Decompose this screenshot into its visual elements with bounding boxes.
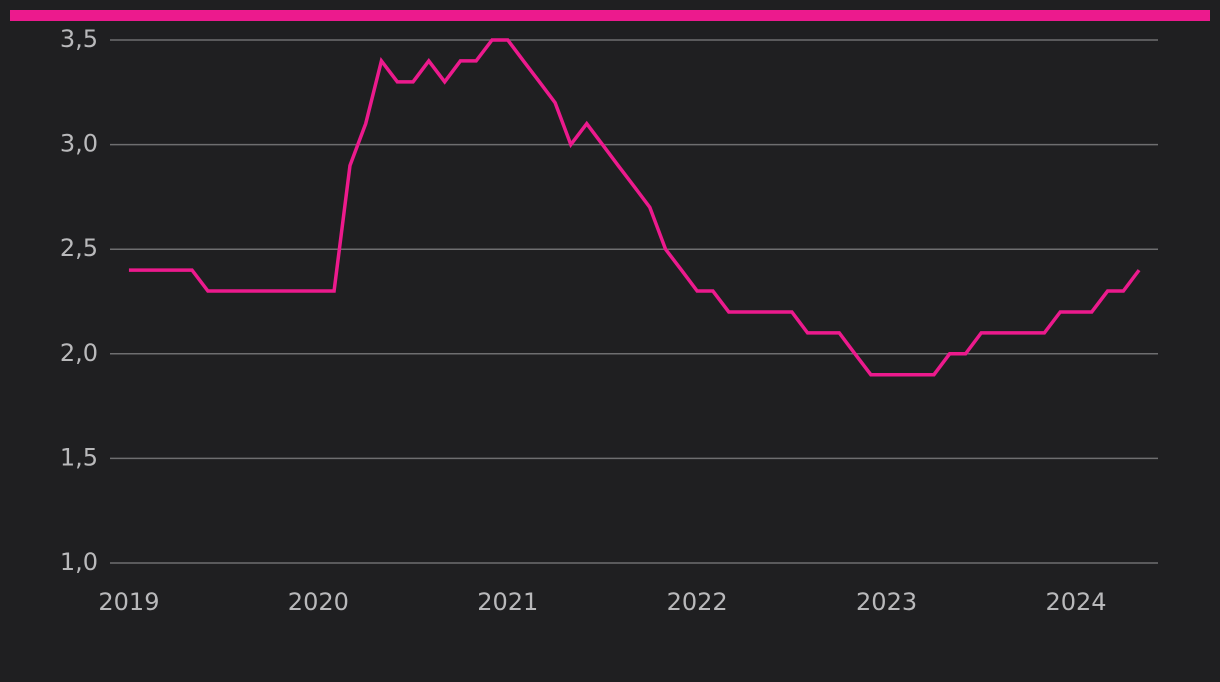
y-tick-label: 2,5	[60, 234, 98, 262]
x-tick-label: 2021	[477, 588, 538, 616]
y-tick-label: 3,5	[60, 25, 98, 53]
accent-bar	[10, 10, 1210, 21]
y-tick-label: 1,5	[60, 443, 98, 471]
x-tick-label: 2024	[1045, 588, 1106, 616]
x-tick-label: 2019	[98, 588, 159, 616]
x-tick-label: 2023	[856, 588, 917, 616]
y-tick-label: 3,0	[60, 130, 98, 158]
x-tick-label: 2022	[667, 588, 728, 616]
data-line	[128, 38, 1141, 377]
x-tick-label: 2020	[288, 588, 349, 616]
y-tick-label: 2,0	[60, 339, 98, 367]
y-tick-label: 1,0	[60, 548, 98, 576]
